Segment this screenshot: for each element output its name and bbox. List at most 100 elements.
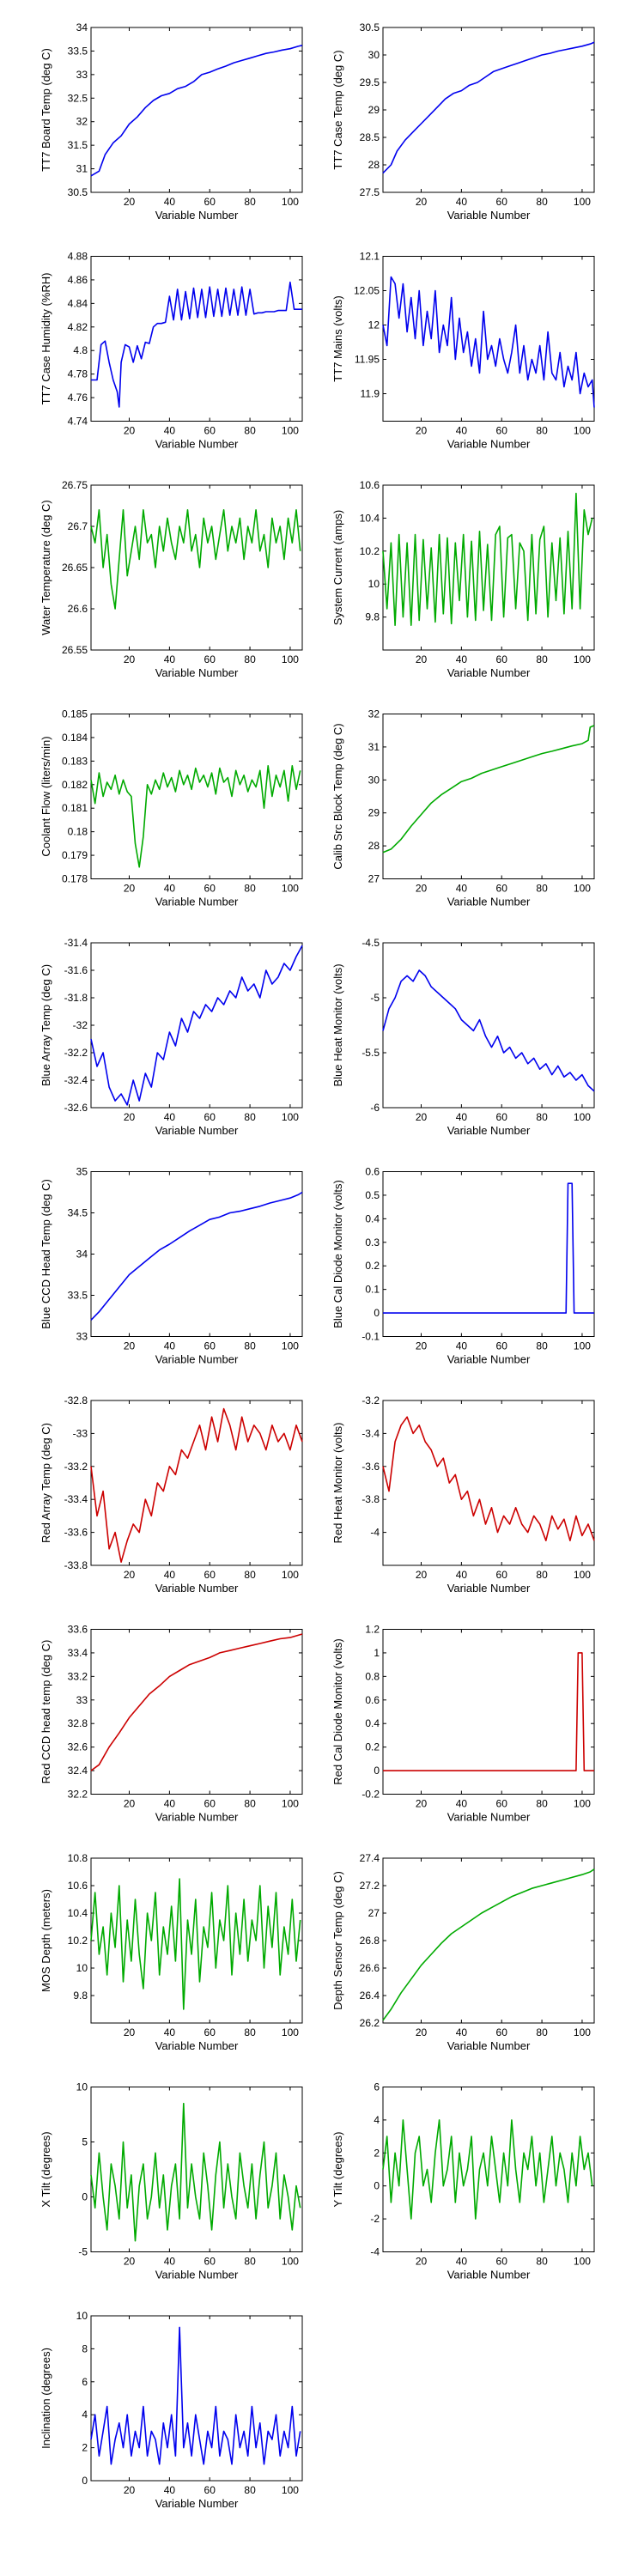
subplot-1: 20 40 60 80 100 30.5 31 31.5 32 32.5 33 33.5 34 Varia… <box>39 21 303 222</box>
x-tick-label: 80 <box>536 653 548 665</box>
y-tick-label: -32.4 <box>64 1074 88 1086</box>
subplot-15: 20 40 60 80 100 32.2 32.4 32.6 32.8 33 33.2 33.4 33.… <box>39 1624 303 1824</box>
y-tick-label: 26.65 <box>62 562 88 574</box>
y-tick-label: 32.2 <box>68 1789 88 1801</box>
x-axis-label: Variable Number <box>155 2497 239 2510</box>
y-tick-label: 28.5 <box>360 131 380 143</box>
series-line <box>91 281 302 408</box>
y-tick-label: -33 <box>73 1427 88 1439</box>
y-tick-label: -32.2 <box>64 1047 88 1059</box>
x-tick-label: 60 <box>204 1798 216 1810</box>
y-tick-label: 29 <box>368 807 380 819</box>
x-tick-label: 60 <box>204 883 216 895</box>
x-axis-label: Variable Number <box>155 1582 239 1595</box>
y-axis-label: Blue Cal Diode Monitor (volts) <box>331 1180 344 1328</box>
y-tick-label: 33 <box>76 1331 88 1343</box>
y-tick-label: 11.95 <box>355 354 380 366</box>
x-axis-label: Variable Number <box>447 2039 531 2052</box>
y-axis-label: MOS Depth (meters) <box>39 1889 52 1992</box>
y-tick-label: 4.78 <box>68 368 88 380</box>
x-tick-label: 40 <box>164 196 176 208</box>
y-tick-label: 0.179 <box>62 849 88 861</box>
y-tick-label: -3.4 <box>361 1427 380 1439</box>
x-tick-label: 20 <box>124 2026 136 2038</box>
y-tick-label: 33.5 <box>68 45 88 57</box>
x-axis-label: Variable Number <box>447 1124 531 1137</box>
series-line <box>90 45 303 177</box>
y-tick-label: 26.7 <box>68 520 88 532</box>
y-axis-label: TT7 Mains (volts) <box>331 295 344 381</box>
y-axis-label: Red Array Temp (deg C) <box>39 1423 52 1543</box>
y-axis-label: Inclination (degrees) <box>39 2348 52 2449</box>
y-tick-label: -2 <box>370 2213 380 2225</box>
y-tick-label: -5 <box>370 992 380 1004</box>
x-tick-label: 100 <box>574 653 591 665</box>
series-line <box>90 764 301 868</box>
x-tick-label: 80 <box>244 1340 256 1352</box>
x-tick-label: 60 <box>204 2484 216 2496</box>
y-tick-label: 33.4 <box>68 1647 88 1659</box>
subplot-14: 20 40 60 80 100 -4 -3.8 -3.6 -3.4 -3.2 Variable Nu… <box>331 1394 595 1595</box>
plot-frame <box>382 256 595 422</box>
x-axis-label: Variable Number <box>155 438 239 451</box>
series-line <box>382 2119 593 2220</box>
y-tick-label: 26.75 <box>62 479 88 491</box>
x-tick-label: 20 <box>124 1340 136 1352</box>
x-axis-label: Variable Number <box>155 1124 239 1137</box>
x-tick-label: 40 <box>456 883 468 895</box>
x-tick-label: 40 <box>164 425 176 437</box>
y-tick-label: 0.18 <box>68 826 88 838</box>
y-axis-label: Water Temperature (deg C) <box>39 500 52 635</box>
y-tick-label: -31.6 <box>64 964 88 976</box>
y-tick-label: 33.5 <box>68 1290 88 1302</box>
y-tick-label: 32.6 <box>68 1741 88 1753</box>
y-axis-label: System Current (amps) <box>331 510 344 625</box>
y-tick-label: 33.2 <box>68 1670 88 1682</box>
x-tick-label: 40 <box>164 2256 176 2268</box>
x-axis-label: Variable Number <box>447 1353 531 1366</box>
series-line <box>382 969 595 1092</box>
y-tick-label: 9.8 <box>365 611 380 623</box>
subplot-17: 20 40 60 80 100 9.8 10 10.2 10.4 10.6 10.8 Variable… <box>39 1852 303 2052</box>
y-tick-label: 0 <box>374 1765 380 1777</box>
subplot-4: 20 40 60 80 100 11.9 11.95 12 12.05 12.1 Variable … <box>331 251 595 451</box>
y-tick-label: 1.2 <box>365 1624 380 1636</box>
x-tick-label: 40 <box>456 1569 468 1581</box>
x-tick-label: 20 <box>124 883 136 895</box>
y-tick-label: 32.4 <box>68 1765 88 1777</box>
x-tick-label: 20 <box>124 425 136 437</box>
x-axis-label: Variable Number <box>155 896 239 908</box>
x-tick-label: 80 <box>244 2256 256 2268</box>
x-tick-label: 20 <box>124 2484 136 2496</box>
y-tick-label: 30 <box>368 774 380 786</box>
y-tick-label: 26.4 <box>360 1990 380 2002</box>
x-tick-label: 80 <box>244 1798 256 1810</box>
y-tick-label: 1 <box>374 1647 380 1659</box>
x-tick-label: 40 <box>164 1340 176 1352</box>
y-tick-label: -6 <box>370 1102 380 1114</box>
y-tick-label: 6 <box>374 2081 380 2093</box>
y-axis-label: TT7 Case Humidity (%RH) <box>39 273 52 405</box>
x-axis-label: Variable Number <box>447 438 531 451</box>
y-tick-label: 28 <box>368 840 380 852</box>
series-line <box>90 945 303 1106</box>
y-tick-label: 0.1 <box>365 1284 380 1296</box>
y-tick-label: -4.5 <box>361 937 380 949</box>
x-tick-label: 100 <box>282 425 299 437</box>
x-axis-label: Variable Number <box>447 209 531 222</box>
x-tick-label: 80 <box>536 1340 548 1352</box>
y-axis-label: Red Heat Monitor (volts) <box>331 1423 344 1544</box>
y-tick-label: 4 <box>82 2409 88 2421</box>
y-tick-label: 10 <box>76 1962 88 1974</box>
y-axis-label: Red CCD head temp (deg C) <box>39 1640 52 1784</box>
x-tick-label: 80 <box>536 196 548 208</box>
y-tick-label: 32 <box>76 116 88 128</box>
x-tick-label: 60 <box>204 2026 216 2038</box>
x-tick-label: 20 <box>416 1111 428 1123</box>
y-tick-label: 0.183 <box>62 755 88 767</box>
y-tick-label: 11.9 <box>361 388 380 400</box>
x-tick-label: 100 <box>574 425 591 437</box>
x-tick-label: 40 <box>456 1798 468 1810</box>
series-line <box>90 2102 301 2242</box>
y-tick-label: 0.6 <box>365 1694 380 1706</box>
